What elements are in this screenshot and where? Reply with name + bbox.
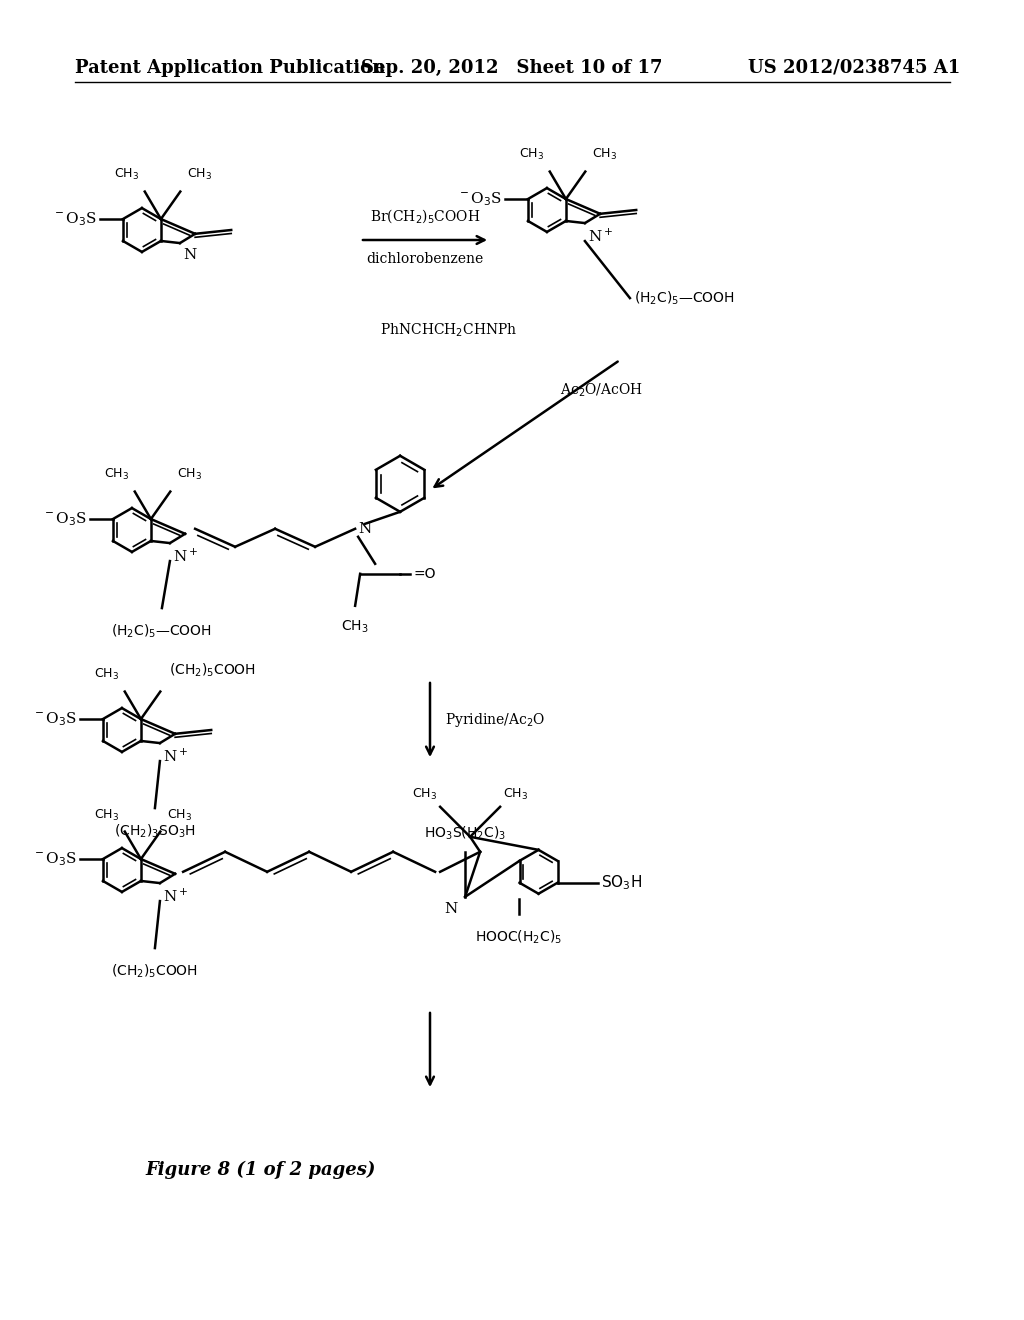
Text: N: N <box>183 248 197 263</box>
Text: CH$_3$: CH$_3$ <box>412 787 437 801</box>
Text: =O: =O <box>413 566 435 581</box>
Text: N$^+$: N$^+$ <box>163 888 188 906</box>
Text: Sep. 20, 2012  Sheet 10 of 17: Sep. 20, 2012 Sheet 10 of 17 <box>361 59 663 77</box>
Text: dichlorobenzene: dichlorobenzene <box>367 252 483 267</box>
Text: CH$_3$: CH$_3$ <box>592 147 616 162</box>
Text: $^-$O$_3$S: $^-$O$_3$S <box>42 511 87 528</box>
Text: PhNCHCH$_2$CHNPh: PhNCHCH$_2$CHNPh <box>380 321 517 339</box>
Text: Br(CH$_2$)$_5$COOH: Br(CH$_2$)$_5$COOH <box>370 207 480 224</box>
Text: N$^+$: N$^+$ <box>588 228 613 246</box>
Text: Pyridine/Ac$_2$O: Pyridine/Ac$_2$O <box>445 711 546 729</box>
Text: CH$_3$: CH$_3$ <box>167 808 191 822</box>
Text: N: N <box>443 902 457 916</box>
Text: $^-$O$_3$S: $^-$O$_3$S <box>33 850 77 867</box>
Text: HOOC(H$_2$C)$_5$: HOOC(H$_2$C)$_5$ <box>475 929 562 946</box>
Text: CH$_3$: CH$_3$ <box>94 667 119 681</box>
Text: CH$_3$: CH$_3$ <box>503 787 528 801</box>
Text: (CH$_2$)$_5$COOH: (CH$_2$)$_5$COOH <box>112 964 199 981</box>
Text: CH$_3$: CH$_3$ <box>186 166 212 182</box>
Text: $^-$O$_3$S: $^-$O$_3$S <box>52 210 97 228</box>
Text: $^-$O$_3$S: $^-$O$_3$S <box>33 710 77 727</box>
Text: (CH$_2$)$_5$COOH: (CH$_2$)$_5$COOH <box>169 661 256 678</box>
Text: Patent Application Publication: Patent Application Publication <box>75 59 385 77</box>
Text: Figure 8 (1 of 2 pages): Figure 8 (1 of 2 pages) <box>145 1160 376 1179</box>
Text: CH$_3$: CH$_3$ <box>341 619 369 635</box>
Text: CH$_3$: CH$_3$ <box>103 467 129 482</box>
Text: CH$_3$: CH$_3$ <box>94 808 119 822</box>
Text: CH$_3$: CH$_3$ <box>177 467 202 482</box>
Text: N: N <box>358 521 372 536</box>
Text: SO$_3$H: SO$_3$H <box>600 874 642 892</box>
Text: N$^+$: N$^+$ <box>173 548 199 565</box>
Text: HO$_3$S(H$_2$C)$_3$: HO$_3$S(H$_2$C)$_3$ <box>424 825 506 842</box>
Text: (CH$_2$)$_3$SO$_3$H: (CH$_2$)$_3$SO$_3$H <box>114 824 196 841</box>
Text: CH$_3$: CH$_3$ <box>114 166 139 182</box>
Text: $^-$O$_3$S: $^-$O$_3$S <box>458 190 502 207</box>
Text: (H$_2$C)$_5$—COOH: (H$_2$C)$_5$—COOH <box>112 623 212 640</box>
Text: US 2012/0238745 A1: US 2012/0238745 A1 <box>748 59 961 77</box>
Text: N$^+$: N$^+$ <box>163 748 188 766</box>
Text: CH$_3$: CH$_3$ <box>519 147 544 162</box>
Text: (H$_2$C)$_5$—COOH: (H$_2$C)$_5$—COOH <box>634 289 735 306</box>
Text: Ac$_2$O/AcOH: Ac$_2$O/AcOH <box>560 381 643 399</box>
